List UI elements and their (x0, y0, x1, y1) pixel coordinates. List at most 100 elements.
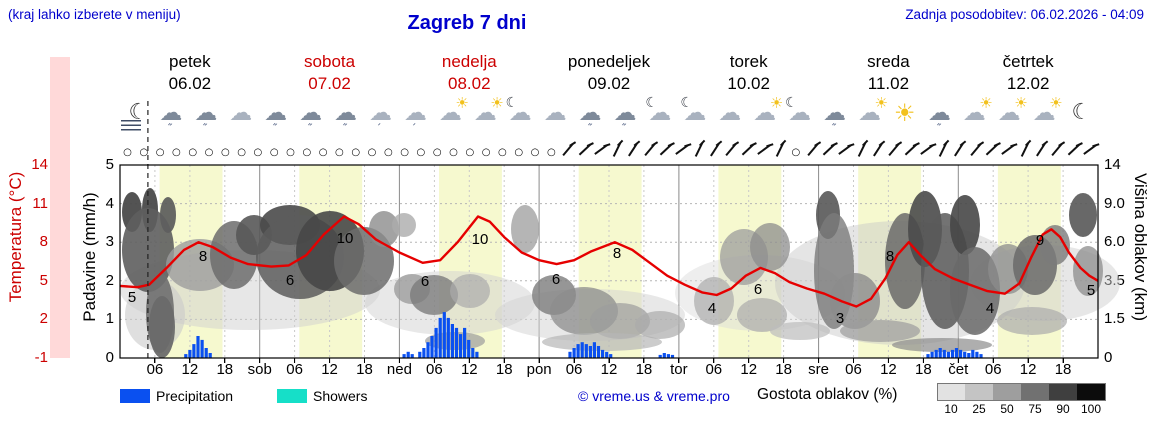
temperature-tick: 2 (39, 310, 48, 328)
x-axis-tick-label: 12 (321, 361, 338, 378)
wind-barb-icon (690, 141, 707, 159)
moon-icon: ☾ (505, 95, 519, 111)
cloud-density-tick: 75 (1028, 402, 1042, 416)
cloud-icon: ☁ (368, 100, 392, 126)
calm-wind-icon: ○ (139, 147, 149, 158)
precipitation-tick: 2 (105, 271, 114, 289)
x-axis-tick-label: pon (526, 361, 552, 378)
calm-wind-icon: ○ (449, 147, 458, 158)
precipitation-legend-swatch (120, 389, 150, 403)
calm-wind-icon: ○ (351, 147, 361, 158)
x-axis-tick-label: 12 (600, 361, 618, 378)
svg-text:6: 6 (286, 272, 294, 289)
x-axis-tick-label: 18 (356, 361, 373, 378)
rain-drops-icon: ″ (165, 120, 174, 136)
cloud-icon: ☁ (823, 100, 847, 126)
weather-icon-drizzle: ☁ ′ (365, 98, 399, 136)
cloud-icon: ☁ (997, 100, 1021, 126)
x-axis-tick-label: 18 (216, 361, 234, 378)
cloud-icon: ☁ (543, 100, 567, 126)
copyright-link[interactable]: © vreme.us & vreme.pro (578, 388, 730, 404)
weather-icon-suncloud: ☀ ☁ (854, 96, 888, 136)
wind-barb-icon (903, 141, 919, 158)
weather-icon-rain: ☁ ″ (260, 98, 294, 136)
cloud-density-tick: 25 (972, 402, 986, 416)
temperature-tick: 8 (39, 233, 48, 251)
x-axis-tick-label: 06 (565, 361, 583, 378)
wind-barb-icon (1066, 141, 1082, 158)
calm-wind-icon: ○ (498, 147, 507, 158)
calm-wind-icon: ○ (204, 147, 214, 158)
x-axis-tick-label: 12 (460, 361, 478, 378)
calm-wind-icon: ○ (237, 147, 246, 158)
moon-icon: ☾ (680, 95, 693, 111)
x-axis-tick-label: 12 (181, 361, 199, 378)
cloud-density-tick: 100 (1080, 402, 1102, 416)
wind-barb-icon (772, 141, 789, 159)
calm-wind-icon: ○ (302, 147, 312, 158)
x-axis-tick-label: 06 (705, 361, 723, 378)
x-axis-tick-label: 06 (984, 361, 1002, 378)
x-axis-tick-label: 18 (915, 361, 932, 378)
cloud-icon: ☁ (962, 100, 986, 126)
weather-icon-rain: ☁ ″ (609, 98, 643, 136)
cloud-icon: ☁ (578, 100, 602, 126)
location-menu-hint: (kraj lahko izberete v meniju) (8, 7, 181, 22)
wind-barb-icon (1033, 141, 1049, 158)
calm-wind-icon: ○ (335, 147, 344, 158)
temperature-scale-strip (50, 57, 70, 358)
x-axis-tick-label: 18 (775, 361, 792, 378)
svg-text:5: 5 (128, 289, 136, 306)
showers-legend-label: Showers (313, 388, 368, 404)
day-name: sobota (304, 52, 356, 71)
svg-text:8: 8 (613, 245, 621, 262)
precipitation-tick: 4 (105, 194, 114, 212)
cloud-icon: ☁ (788, 100, 812, 126)
day-date: 11.02 (867, 74, 910, 93)
wind-barb-icon (674, 141, 691, 159)
weather-icon-drizzle: ☁ ′ (400, 98, 434, 136)
moon-icon: ☾ (645, 95, 658, 111)
cloud-icon: ☁ (334, 100, 358, 126)
weather-icon-cloud: ☁ (714, 98, 748, 136)
day-date: 10.02 (727, 74, 770, 93)
calm-wind-icon: ○ (400, 147, 409, 158)
cloud-icon: ☁ (718, 100, 742, 126)
day-name: torek (729, 52, 768, 71)
calm-wind-icon: ○ (188, 147, 198, 158)
day-name: nedelja (441, 52, 497, 71)
wind-barb-icon (969, 142, 983, 157)
day-name: ponedeljek (567, 52, 651, 71)
x-axis-tick-label: sre (808, 361, 829, 378)
cloud-icon: ☁ (299, 100, 323, 126)
x-axis-tick-label: 06 (845, 361, 862, 378)
weather-icon-rain: ☁ ″ (819, 98, 853, 136)
cloud-height-tick: 9.0 (1104, 194, 1125, 212)
svg-text:4: 4 (708, 300, 716, 317)
weather-icon-rain: ☁ ″ (575, 98, 609, 136)
wind-barb-icon (1000, 141, 1017, 159)
wind-barb-icon (658, 141, 674, 158)
wind-barb-icon (887, 142, 901, 157)
moon-icon: ☾ (128, 100, 149, 125)
weather-icon-moon: ☾ (1064, 98, 1098, 136)
sun-icon: ☀ (455, 94, 469, 112)
wind-barb-icon (952, 141, 968, 158)
page-title: Zagreb 7 dni (407, 12, 527, 34)
wind-barb-icon (1050, 142, 1064, 157)
moon-icon: ☾ (1071, 100, 1092, 125)
cloud-icon: ☁ (473, 100, 497, 126)
weather-icon-cloud: ☁ (225, 98, 259, 136)
calm-wind-icon: ○ (546, 147, 556, 158)
temperature-tick: 14 (31, 156, 48, 173)
cloud-icon: ☁ (753, 100, 777, 126)
cloud-height-tick: 14 (1104, 156, 1121, 173)
calm-wind-icon: ○ (220, 147, 230, 158)
cloud-height-tick: 0 (1104, 349, 1113, 366)
precipitation-legend-label: Precipitation (156, 388, 234, 404)
cloud-icon: ☁ (613, 100, 637, 126)
weather-icon-rain: ☁ ″ (924, 98, 958, 136)
svg-text:4: 4 (986, 300, 994, 317)
wind-barb-icon (643, 142, 657, 157)
